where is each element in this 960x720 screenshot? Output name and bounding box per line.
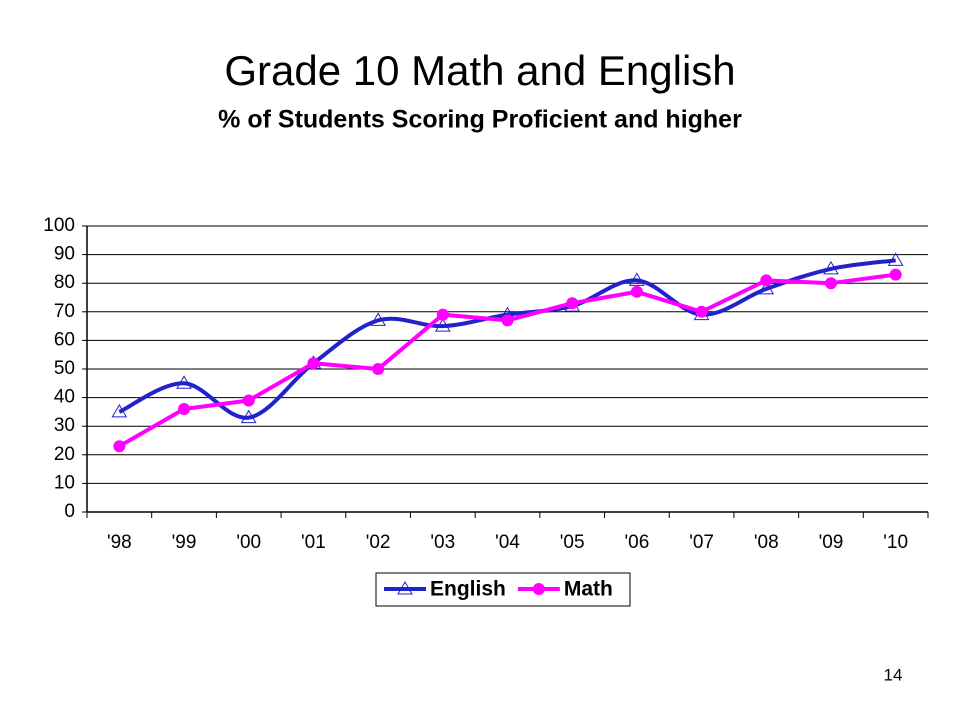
x-tick-label: '05	[560, 532, 585, 553]
page-number: 14	[884, 665, 903, 684]
x-tick-label: '01	[301, 532, 326, 553]
y-tick-label: 0	[64, 501, 75, 522]
chart-title: Grade 10 Math and English	[224, 47, 735, 94]
data-point	[887, 252, 904, 266]
data-point	[629, 272, 645, 286]
data-point	[630, 285, 643, 298]
legend-marker	[532, 583, 545, 595]
data-point	[111, 403, 128, 418]
legend-label: Math	[564, 578, 613, 601]
data-point	[307, 357, 320, 370]
y-tick-label: 50	[54, 358, 75, 379]
x-tick-label: '07	[689, 532, 714, 553]
y-tick-label: 60	[54, 329, 75, 350]
data-point	[823, 260, 839, 275]
y-tick-label: 100	[43, 215, 75, 236]
x-tick-label: '03	[430, 532, 455, 553]
x-tick-label: '04	[495, 532, 520, 553]
data-point	[370, 312, 386, 326]
data-point	[240, 409, 257, 424]
series-line	[118, 272, 896, 448]
x-tick-label: '09	[819, 532, 844, 553]
data-point	[113, 440, 126, 453]
x-tick-label: '00	[236, 532, 261, 553]
chart-subtitle: % of Students Scoring Proficient and hig…	[218, 106, 742, 134]
legend-label: English	[430, 578, 506, 601]
legend-marker	[397, 581, 413, 595]
x-tick-label: '98	[107, 532, 132, 553]
data-point	[434, 318, 451, 332]
data-point	[501, 314, 514, 327]
x-tick-label: '08	[754, 532, 779, 553]
data-point	[566, 297, 579, 310]
y-tick-label: 90	[54, 244, 75, 265]
data-point	[436, 308, 449, 321]
y-tick-label: 40	[54, 387, 75, 408]
x-tick-label: '10	[883, 532, 908, 553]
data-point	[178, 403, 191, 416]
x-tick-label: '99	[172, 532, 197, 553]
data-point	[824, 277, 837, 290]
data-point	[372, 363, 385, 375]
x-tick-label: '06	[625, 532, 650, 553]
data-point	[176, 375, 192, 389]
x-tick-label: '02	[366, 532, 391, 553]
data-point	[889, 268, 902, 281]
data-point	[760, 274, 773, 287]
y-tick-label: 30	[54, 415, 75, 436]
data-point	[695, 305, 708, 318]
y-tick-label: 10	[54, 472, 75, 493]
y-tick-label: 20	[54, 444, 75, 465]
y-tick-label: 80	[54, 272, 75, 293]
y-tick-label: 70	[54, 301, 75, 322]
series-line	[118, 258, 896, 420]
data-point	[758, 280, 775, 295]
data-point	[242, 394, 255, 407]
